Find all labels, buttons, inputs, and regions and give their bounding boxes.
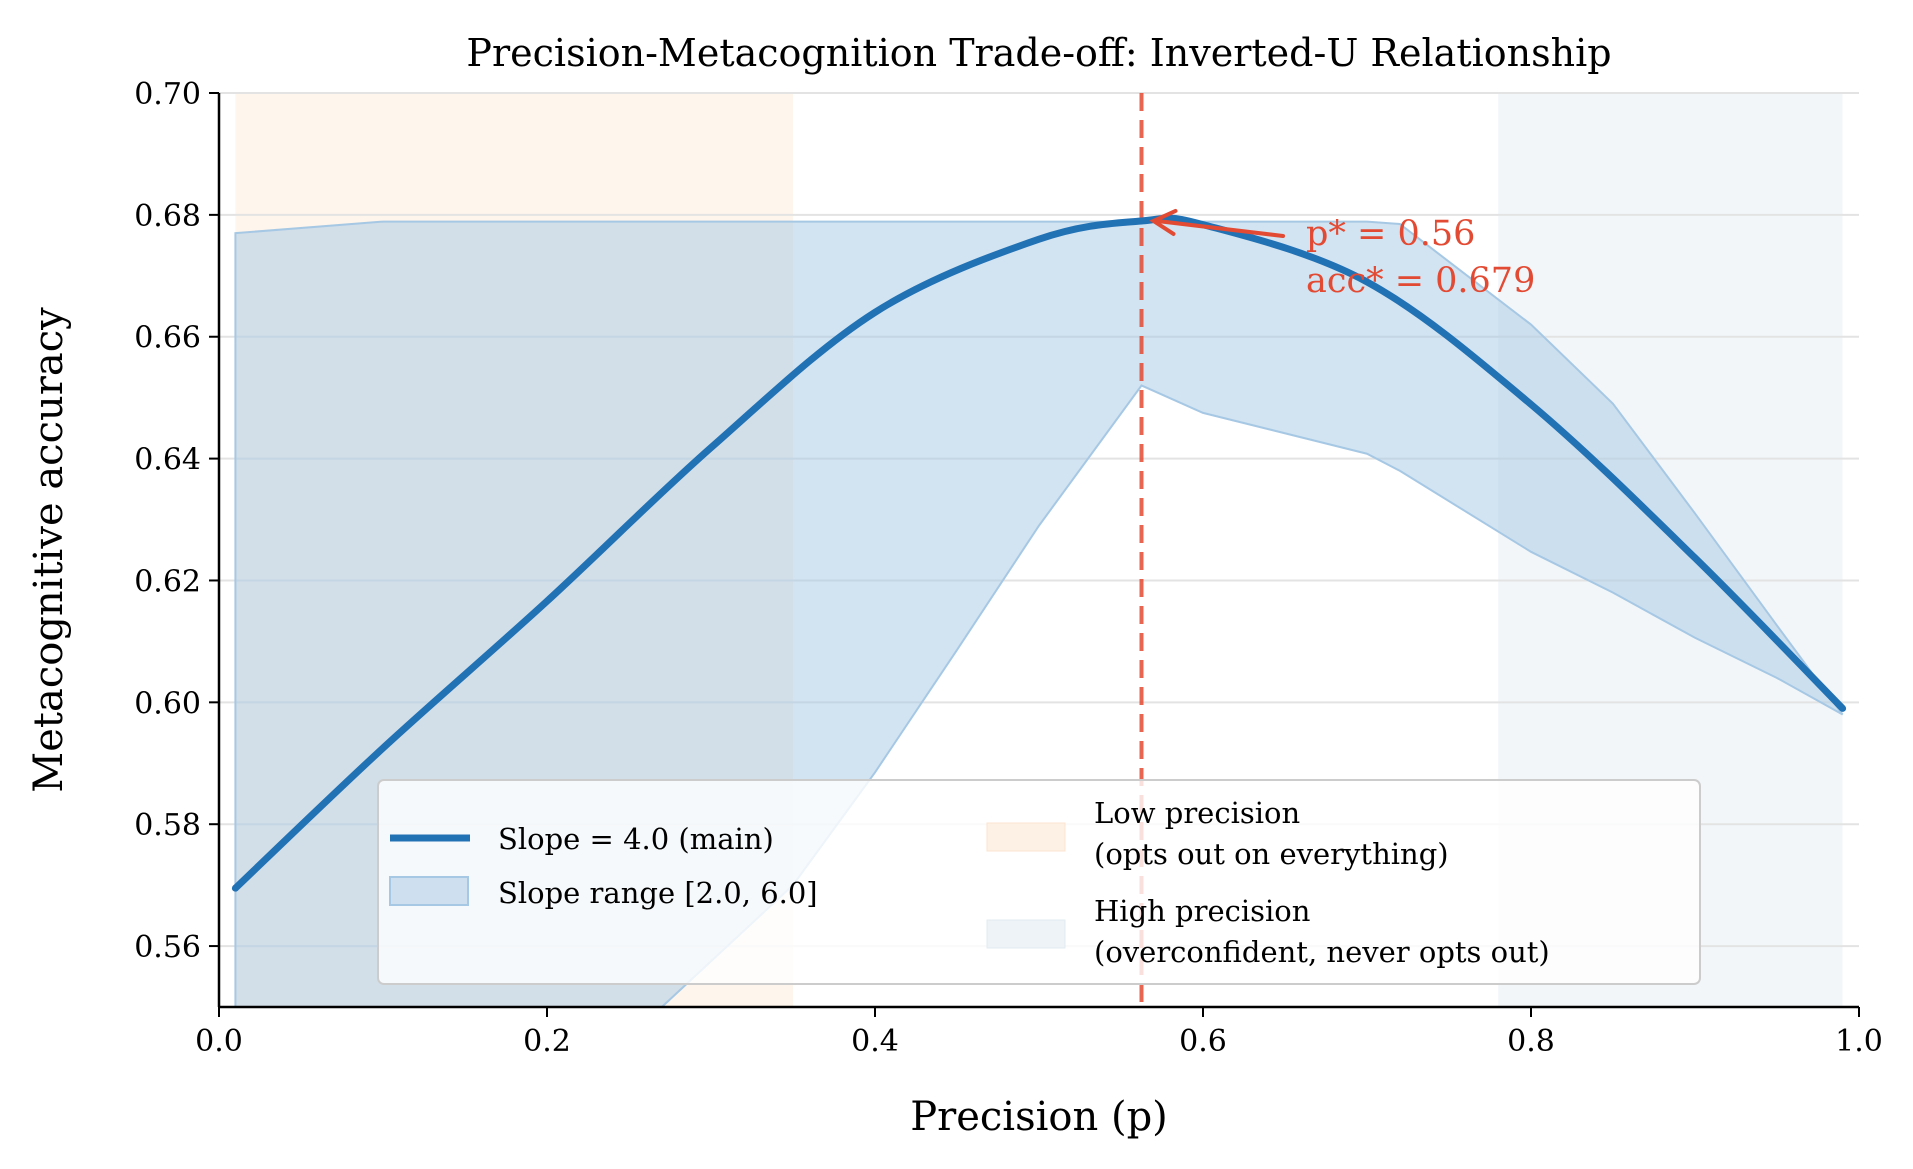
y-tick-label: 0.58 [134, 808, 201, 843]
x-tick-label: 0.0 [195, 1024, 243, 1059]
x-tick-label: 0.6 [1179, 1024, 1227, 1059]
x-tick-label: 1.0 [1835, 1024, 1883, 1059]
legend-swatch-low [986, 822, 1066, 852]
optimum-arrow [1149, 208, 1285, 238]
y-tick-label: 0.64 [134, 443, 201, 478]
y-tick-label: 0.66 [134, 321, 201, 356]
legend-label-low-1: Low precision [1094, 796, 1300, 830]
arrow-shaft [1155, 218, 1285, 238]
main-series-line [231, 214, 1847, 892]
annotation-p-star: p* = 0.56 [1306, 214, 1475, 254]
chart-title: Precision-Metacognition Trade-off: Inver… [466, 31, 1611, 75]
legend-label-band: Slope range [2.0, 6.0] [498, 876, 818, 910]
y-tick-label: 0.68 [134, 199, 201, 234]
y-tick-label: 0.62 [134, 564, 201, 599]
x-tick-label: 0.2 [523, 1024, 571, 1059]
legend: Slope = 4.0 (main) Slope range [2.0, 6.0… [377, 779, 1701, 985]
y-tick-label: 0.56 [134, 930, 201, 965]
arrow-head [1149, 208, 1178, 236]
y-tick-label: 0.70 [134, 77, 201, 112]
legend-label-high-2: (overconfident, never opts out) [1094, 935, 1550, 969]
y-axis-label: Metacognitive accuracy [26, 307, 72, 793]
x-axis-label: Precision (p) [910, 1094, 1168, 1140]
legend-box [377, 779, 1701, 985]
axes: 0.0 0.2 0.4 0.6 0.8 1.0 0.56 0.58 0.60 0.62 0.64 0.… [134, 77, 1883, 1059]
x-tick-label: 0.4 [851, 1024, 899, 1059]
legend-swatch-band [389, 876, 469, 906]
annotation-acc-star: acc* = 0.679 [1306, 261, 1535, 301]
y-tick-label: 0.60 [134, 686, 201, 721]
legend-label-high-1: High precision [1094, 894, 1310, 928]
legend-label-main: Slope = 4.0 (main) [498, 822, 774, 856]
x-tick-label: 0.8 [1507, 1024, 1555, 1059]
legend-label-low-2: (opts out on everything) [1094, 837, 1449, 871]
legend-swatch-high [986, 919, 1066, 949]
